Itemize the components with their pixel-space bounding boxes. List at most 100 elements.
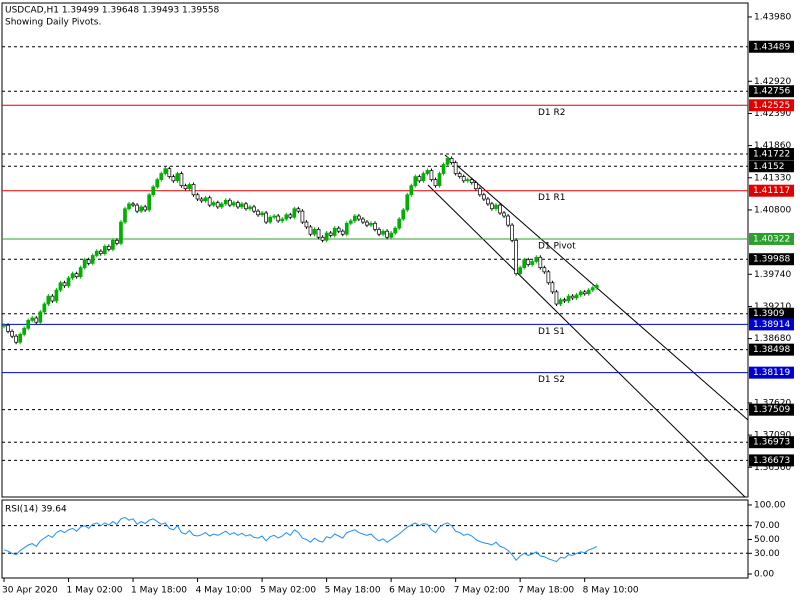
candle-body (594, 284, 599, 288)
candle-body (324, 232, 329, 241)
level-box (749, 160, 794, 173)
candle-body (590, 287, 595, 291)
x-tick-label: 8 May 10:00 (583, 586, 639, 596)
candle-body (425, 170, 430, 174)
candle-body (365, 221, 369, 226)
y-tick-label: 0.00 (754, 569, 774, 579)
pivot-name: D1 R1 (538, 193, 566, 203)
candle-body (236, 202, 240, 208)
x-tick-label: 30 Apr 2020 (2, 586, 58, 596)
candle-body (534, 256, 539, 262)
level-box (749, 403, 794, 416)
candle-body (292, 208, 297, 218)
x-tick-label: 1 May 18:00 (131, 586, 187, 596)
level-box (749, 436, 794, 449)
candle-body (558, 299, 563, 305)
level-label: 1.43489 (753, 42, 790, 52)
candle-body (46, 295, 51, 305)
candle-body (94, 250, 99, 256)
candle-body (550, 282, 555, 293)
y-tick-label: 1.39740 (754, 270, 791, 280)
candle-body (373, 222, 377, 230)
candle-body (570, 295, 575, 299)
y-tick-label: 1.41860 (754, 141, 791, 151)
candle-body (328, 232, 333, 236)
y-tick-label: 1.40800 (754, 205, 791, 215)
candle-body (82, 259, 87, 268)
y-tick-label: 1.37090 (754, 431, 791, 441)
candle-body (256, 210, 260, 216)
candle-body (538, 256, 543, 268)
y-tick-label: 1.39210 (754, 302, 791, 312)
level-label: 1.42756 (753, 87, 790, 97)
level-box (749, 147, 794, 160)
x-tick-label: 6 May 10:00 (389, 586, 445, 596)
candle-body (502, 212, 506, 217)
candle-body (248, 206, 252, 210)
candle-body (381, 230, 385, 235)
candle-body (574, 294, 579, 299)
candle-body (183, 185, 188, 190)
candle-body (10, 330, 14, 337)
chart-subtitle: Showing Daily Pivots. (5, 18, 101, 28)
level-box (749, 454, 794, 467)
candle-body (66, 277, 71, 287)
pivot-label: 1.40322 (753, 234, 790, 244)
candle-body (127, 203, 131, 210)
candle-body (111, 239, 115, 250)
level-box (749, 253, 794, 266)
level-label: 1.41722 (753, 149, 790, 159)
level-label: 1.36673 (753, 456, 790, 466)
candle-body (143, 206, 148, 211)
pivot-box (749, 318, 794, 331)
candle-body (123, 208, 127, 223)
candle-body (107, 246, 111, 250)
candle-body (98, 250, 103, 254)
candle-body (336, 227, 341, 232)
candle-body (389, 232, 393, 238)
candle-body (260, 212, 264, 216)
pivot-box (749, 184, 794, 197)
candle-body (215, 202, 220, 208)
candle-body (232, 202, 236, 206)
main-frame (1, 2, 749, 498)
candle-body (433, 179, 438, 187)
pivot-name: D1 S1 (538, 327, 565, 337)
candle-body (252, 206, 256, 212)
candle-body (58, 282, 63, 291)
candle-body (151, 186, 156, 196)
candle-body (54, 289, 59, 302)
candle-body (490, 203, 494, 210)
candle-body (526, 259, 531, 265)
candle-body (195, 194, 200, 200)
candle-body (219, 203, 224, 208)
candle-body (102, 246, 107, 254)
candle-body (163, 168, 168, 174)
candle-body (135, 204, 139, 212)
x-tick-label: 1 May 02:00 (67, 586, 123, 596)
y-tick-label: 1.42390 (754, 109, 791, 119)
y-tick-label: 70.00 (754, 521, 780, 531)
candle-body (316, 229, 321, 238)
x-tick-label: 5 May 02:00 (260, 586, 316, 596)
candle-body (42, 303, 47, 313)
candle-body (272, 215, 277, 218)
candle-body (514, 239, 518, 275)
y-tick-label: 1.37620 (754, 398, 791, 408)
candle-body (518, 267, 523, 275)
candle-body (413, 176, 418, 187)
candle-body (361, 218, 365, 223)
candle-body (441, 164, 446, 174)
candle-body (227, 199, 232, 206)
candle-body (86, 259, 91, 264)
x-tick-label: 5 May 18:00 (325, 586, 381, 596)
candle-body (288, 214, 293, 218)
candle-body (312, 229, 317, 235)
candle-body (6, 324, 10, 332)
chart-title: USDCAD,H1 1.39499 1.39648 1.39493 1.3955… (5, 6, 220, 16)
candle-body (482, 194, 486, 200)
candle-body (506, 215, 510, 226)
candle-body (340, 230, 345, 235)
level-label: 1.37509 (753, 405, 790, 415)
